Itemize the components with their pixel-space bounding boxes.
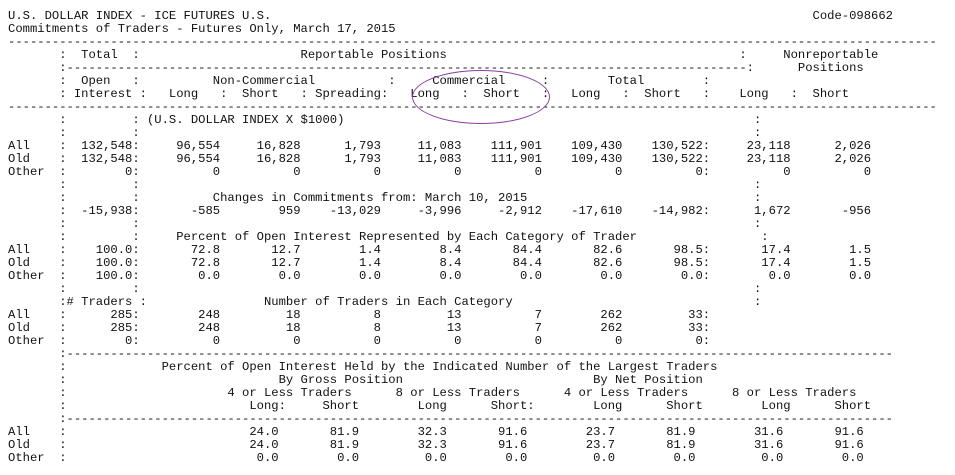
positions-row-all: All : 132,548: 96,554 16,828 1,793 11,08… (8, 139, 872, 153)
traders-row-all: All : 285: 248 18 8 13 7 262 33: (8, 308, 711, 322)
section-title-line: :# Traders : Number of Traders in Each C… (8, 295, 762, 309)
changes-row: : -15,938: -585 959 -13,029 -3,996 -2,91… (8, 204, 872, 218)
cot-report: U.S. DOLLAR INDEX - ICE FUTURES U.S. Cod… (8, 10, 937, 465)
traders-row-old: Old : 285: 248 18 8 13 7 262 33: (8, 321, 711, 335)
section-title-line: : : (U.S. DOLLAR INDEX X $1000) : (8, 113, 762, 127)
section-title-line: : Percent of Open Interest Held by the I… (8, 360, 718, 374)
traders-row-other: Other : 0: 0 0 0 0 0 0 0: (8, 334, 711, 348)
section-title-line: : : Changes in Commitments from: March 1… (8, 191, 762, 205)
concentration-header-line: : By Gross Position By Net Position (8, 373, 703, 387)
concentration-row-other: Other : 0.0 0.0 0.0 0.0 0.0 0.0 0.0 0.0 (8, 451, 864, 465)
positions-row-other: Other : 0: 0 0 0 0 0 0 0: 0 0 (8, 165, 872, 179)
concentration-header-line: : Long: Short Long Short: Long Short Lon… (8, 399, 872, 413)
spacer-line: : : : (8, 178, 762, 192)
positions-row-old: Old : 132,548: 96,554 16,828 1,793 11,08… (8, 152, 872, 166)
concentration-row-old: Old : 24.0 81.9 32.3 91.6 23.7 81.9 31.6… (8, 438, 864, 452)
divider-line: ----------------------------------------… (8, 35, 937, 49)
column-header-line: : Interest : Long : Short : Spreading: L… (8, 87, 850, 101)
divider-line: :---------------------------------------… (8, 412, 893, 426)
spacer-line: : : : (8, 126, 762, 140)
divider-line: ----------------------------------------… (8, 100, 937, 114)
percent-row-other: Other : 100.0: 0.0 0.0 0.0 0.0 0.0 0.0 0… (8, 269, 872, 283)
section-title-line: : : Percent of Open Interest Represented… (8, 230, 769, 244)
column-header-line: :---------------------------------------… (8, 61, 864, 75)
spacer-line: : : : (8, 217, 762, 231)
concentration-header-line: : 4 or Less Traders 8 or Less Traders 4 … (8, 386, 857, 400)
column-header-line: : Total : Reportable Positions : Nonrepo… (8, 48, 879, 62)
percent-row-old: Old : 100.0: 72.8 12.7 1.4 8.4 84.4 82.6… (8, 256, 872, 270)
report-title-line: U.S. DOLLAR INDEX - ICE FUTURES U.S. Cod… (8, 9, 893, 23)
percent-row-all: All : 100.0: 72.8 12.7 1.4 8.4 84.4 82.6… (8, 243, 872, 257)
column-header-line: : Open : Non-Commercial : Commercial : T… (8, 74, 711, 88)
concentration-row-all: All : 24.0 81.9 32.3 91.6 23.7 81.9 31.6… (8, 425, 864, 439)
divider-line: :---------------------------------------… (8, 347, 893, 361)
spacer-line: : : : (8, 282, 762, 296)
report-subtitle-line: Commitments of Traders - Futures Only, M… (8, 22, 396, 36)
